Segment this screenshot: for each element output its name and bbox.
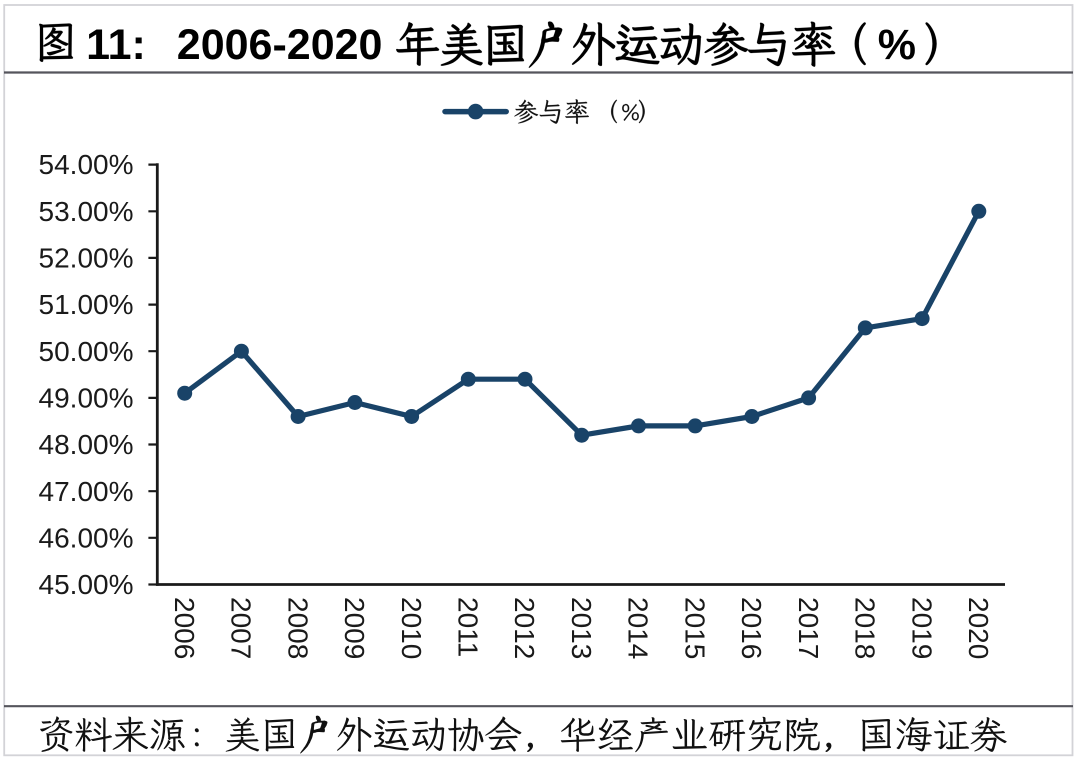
svg-text:%: % [878,21,916,69]
svg-text:2009: 2009 [339,597,370,659]
svg-text:47.00%: 47.00% [39,476,134,507]
svg-text:2011: 2011 [453,597,484,657]
svg-text:2018: 2018 [850,597,881,659]
svg-text:2008: 2008 [282,597,313,659]
svg-text:2012: 2012 [509,597,540,659]
svg-text:54.00%: 54.00% [39,149,134,180]
svg-text:51.00%: 51.00% [39,289,134,320]
svg-text:11:: 11: [86,21,146,69]
svg-text:48.00%: 48.00% [39,429,134,460]
svg-text:2014: 2014 [623,597,654,659]
svg-text:2017: 2017 [793,597,824,659]
svg-text:2019: 2019 [906,597,937,659]
svg-text:53.00%: 53.00% [39,196,134,227]
svg-text:2020: 2020 [963,597,994,659]
svg-text:45.00%: 45.00% [39,569,134,600]
svg-text:46.00%: 46.00% [39,522,134,553]
svg-text:50.00%: 50.00% [39,336,134,367]
svg-text:2006-2020: 2006-2020 [177,21,383,69]
svg-text:2007: 2007 [226,597,257,659]
svg-text:52.00%: 52.00% [39,243,134,274]
svg-text:2015: 2015 [679,597,710,659]
svg-text:49.00%: 49.00% [39,383,134,414]
svg-text:2010: 2010 [396,597,427,659]
svg-text:2016: 2016 [736,597,767,659]
svg-text:2013: 2013 [566,597,597,659]
svg-text:2006: 2006 [169,597,200,659]
